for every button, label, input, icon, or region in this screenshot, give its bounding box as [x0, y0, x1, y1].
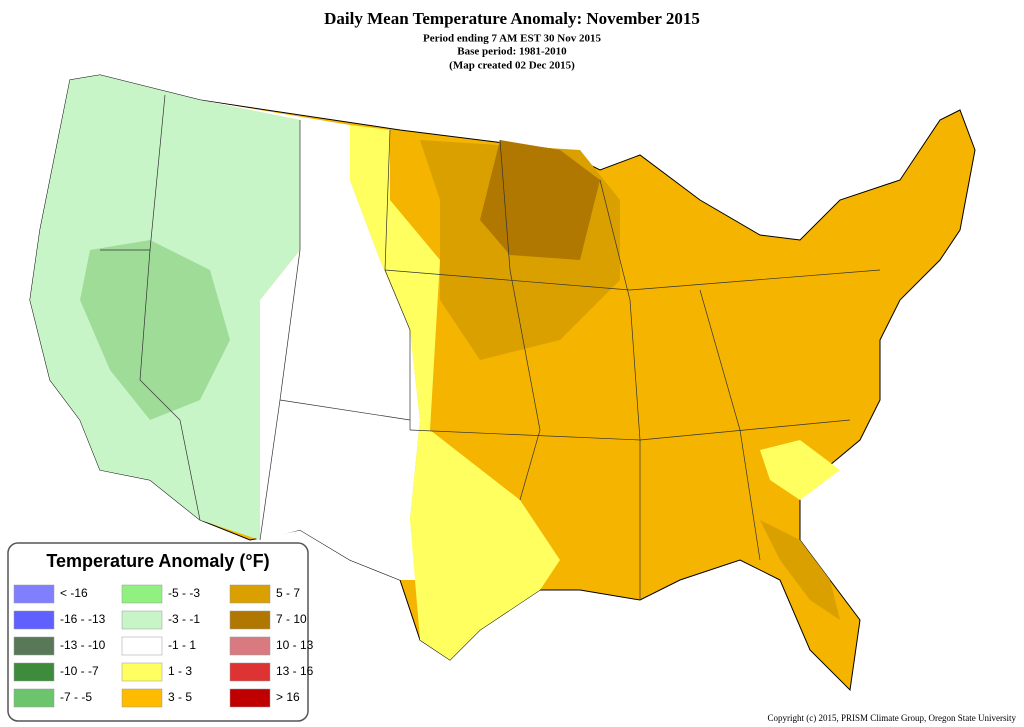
legend: Temperature Anomaly (°F) < -16 -16 - -13 -… — [7, 542, 314, 722]
legend-label: > 16 — [276, 690, 300, 704]
legend-label: 10 - 13 — [276, 638, 314, 652]
legend-swatch — [13, 610, 55, 630]
legend-label: 1 - 3 — [168, 664, 192, 678]
copyright: Copyright (c) 2015, PRISM Climate Group,… — [768, 713, 1017, 723]
legend-label: -13 - -10 — [60, 638, 106, 652]
state-lines — [100, 94, 881, 600]
map-region — [760, 440, 840, 500]
legend-swatch — [13, 636, 55, 656]
map-region — [200, 100, 450, 580]
legend-label: 5 - 7 — [276, 586, 300, 600]
legend-swatch — [13, 662, 55, 682]
legend-label: -16 - -13 — [60, 612, 106, 626]
legend-swatch — [229, 688, 271, 708]
map-title: Daily Mean Temperature Anomaly: November… — [324, 9, 700, 28]
legend-label: -7 - -5 — [60, 690, 92, 704]
legend-title: Temperature Anomaly (°F) — [46, 551, 269, 571]
subtitle: Period ending 7 AM EST 30 Nov 2015 — [423, 33, 601, 45]
legend-swatch — [121, 662, 163, 682]
subtitle: (Map created 02 Dec 2015) — [449, 60, 575, 72]
legend-label: 13 - 16 — [276, 664, 314, 678]
legend-swatch — [229, 636, 271, 656]
legend-label: 7 - 10 — [276, 612, 307, 626]
legend-label: 3 - 5 — [168, 690, 192, 704]
legend-swatch — [13, 688, 55, 708]
map-region — [480, 140, 600, 260]
subtitle: Base period: 1981-2010 — [457, 46, 567, 58]
legend-label: -5 - -3 — [168, 586, 200, 600]
legend-swatch — [229, 584, 271, 604]
legend-swatch — [121, 610, 163, 630]
legend-label: -3 - -1 — [168, 612, 200, 626]
map-region — [350, 125, 560, 660]
legend-label: -10 - -7 — [60, 664, 99, 678]
legend-swatch — [121, 584, 163, 604]
legend-label: -1 - 1 — [168, 638, 196, 652]
legend-swatch — [121, 636, 163, 656]
legend-swatch — [229, 610, 271, 630]
legend-swatch — [121, 688, 163, 708]
legend-label: < -16 — [60, 586, 88, 600]
legend-swatch — [13, 584, 55, 604]
map-region — [760, 520, 840, 620]
legend-swatch — [229, 662, 271, 682]
map-region — [80, 240, 230, 420]
